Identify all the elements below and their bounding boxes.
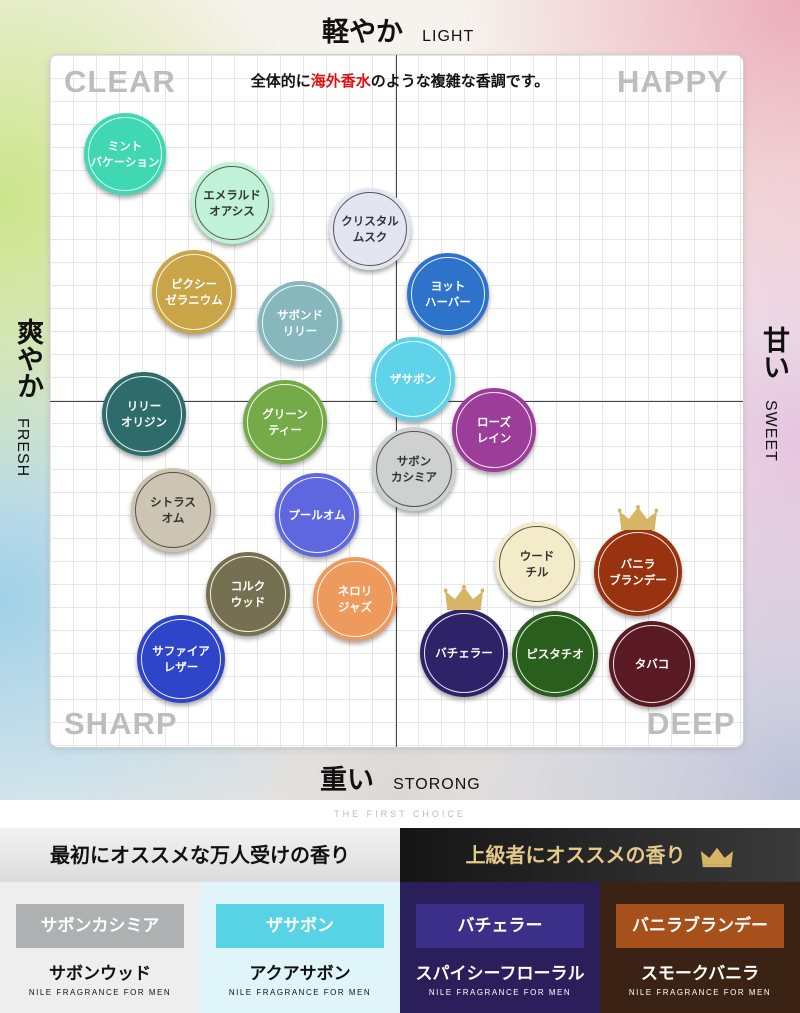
quadrant-label-sharp: SHARP [64,706,178,741]
product-card[interactable]: ザサボン アクアサボン NILE FRAGRANCE FOR MEN [200,882,400,1013]
scent-neroli-jazz[interactable]: ネロリ ジャズ [313,557,397,641]
scent-label: サボンド リリー [277,308,323,338]
axis-top-en: LIGHT [422,28,475,45]
advanced-banner-text: 上級者にオススメの香り [465,843,686,867]
scent-tobacco[interactable]: タバコ [609,621,695,707]
quadrant-label-deep: DEEP [647,706,736,741]
note-pre: 全体的に [250,72,311,90]
scent-oud-chill[interactable]: ウード チル [495,522,579,606]
scent-vanilla-brandy[interactable]: バニラ ブランデー [594,528,682,616]
crown-icon [701,847,734,867]
scent-label: リリー オリジン [121,399,167,429]
card-brand: NILE FRAGRANCE FOR MEN [28,988,172,997]
axis-bottom-en: STORONG [393,776,481,793]
scent-label: タバコ [634,657,670,671]
scent-lily-origin[interactable]: リリー オリジン [102,372,186,456]
scent-label: ピスタチオ [526,647,584,661]
scent-cork-wood[interactable]: コルク ウッド [206,552,290,636]
card-product-name: スモークバニラ [640,964,760,984]
card-brand: NILE FRAGRANCE FOR MEN [428,988,572,997]
beginner-banner-text: 最初にオススメな万人受けの香り [50,843,350,867]
scent-emerald-oasis[interactable]: エメラルド オアシス [191,162,273,244]
scent-citrus-homme[interactable]: シトラス オム [131,468,215,552]
axis-top-jp: 軽やか [322,17,403,48]
scent-green-tea[interactable]: グリーン ティー [243,380,327,464]
scent-label: プールオム [288,508,346,522]
scent-label: ネロリ ジャズ [337,584,373,614]
scent-label: ウード チル [519,549,555,579]
card-scent-chip: サボンカシミア [16,904,184,948]
product-card[interactable]: サボンカシミア サボンウッド NILE FRAGRANCE FOR MEN [0,882,200,1013]
advanced-banner: 上級者にオススメの香り [400,828,800,882]
scent-label: ザサボン [390,372,436,386]
scent-savon-de-lily[interactable]: サボンド リリー [258,281,342,365]
scent-yacht-harbor[interactable]: ヨット ハーバー [407,253,489,335]
tagline: THE FIRST CHOICE [0,800,800,828]
crown-icon [618,505,658,530]
card-product-name: サボンウッド [49,964,151,984]
card-brand: NILE FRAGRANCE FOR MEN [628,988,772,997]
quadrant-label-happy: HAPPY [617,64,729,99]
scent-label: ヨット ハーバー [425,279,471,309]
scent-label: ミント バケーション [90,139,160,169]
product-card[interactable]: バチェラー スパイシーフローラル NILE FRAGRANCE FOR MEN [400,882,600,1013]
scent-bachelor[interactable]: バチェラー [420,609,508,697]
card-brand: NILE FRAGRANCE FOR MEN [228,988,372,997]
crown-icon [444,585,484,610]
axis-bottom-jp: 重い [320,765,374,796]
scent-the-savon[interactable]: ザサボン [371,337,455,421]
scent-sapphire-leather[interactable]: サファイア レザー [137,615,225,703]
axis-right-en: SWEET [762,400,779,462]
axis-left-en: FRESH [14,418,31,478]
scent-label: シトラス オム [150,495,196,525]
card-product-name: スパイシーフローラル [415,964,585,984]
scent-label: ピクシー ゼラニウム [165,277,223,307]
quadrant-label-clear: CLEAR [64,64,176,99]
card-scent-chip: バチェラー [416,904,584,948]
scent-crystal-musk[interactable]: クリスタル ムスク [329,188,411,270]
axis-left-jp: 爽やか [12,318,43,399]
scent-label: コルク ウッド [230,579,266,609]
note-highlight: 海外香水 [310,72,371,90]
axis-bottom-label: 重い STORONG [320,758,481,797]
product-card[interactable]: バニラブランデー スモークバニラ NILE FRAGRANCE FOR MEN [600,882,800,1013]
card-scent-chip: バニラブランデー [616,904,784,948]
scent-label: バニラ ブランデー [609,557,667,587]
scent-label: サボン カシミア [391,454,437,484]
scent-pistachio[interactable]: ピスタチオ [512,611,598,697]
scent-mint-vacation[interactable]: ミント バケーション [84,113,166,195]
card-product-name: アクアサボン [249,964,351,984]
scent-label: ローズ レイン [476,415,512,445]
scent-label: サファイア レザー [152,644,210,674]
scent-pour-homme[interactable]: プールオム [275,473,359,557]
scent-savon-cashmere[interactable]: サボン カシミア [372,427,456,511]
scent-label: グリーン ティー [262,407,308,437]
card-scent-chip: ザサボン [216,904,384,948]
scent-label: エメラルド オアシス [203,188,261,218]
axis-right-jp: 甘い [758,326,789,380]
fragrance-note: 全体的に海外香水のような複雑な香調です。 [190,70,610,91]
scent-rose-rain[interactable]: ローズ レイン [452,388,536,472]
scent-pixie-geranium[interactable]: ピクシー ゼラニウム [152,250,236,334]
axis-top-label: 軽やか LIGHT [322,10,474,49]
scent-label: クリスタル ムスク [341,214,399,244]
scent-label: バチェラー [435,646,493,660]
beginner-banner: 最初にオススメな万人受けの香り [0,828,400,882]
note-post: のような複雑な香調です。 [370,72,550,90]
